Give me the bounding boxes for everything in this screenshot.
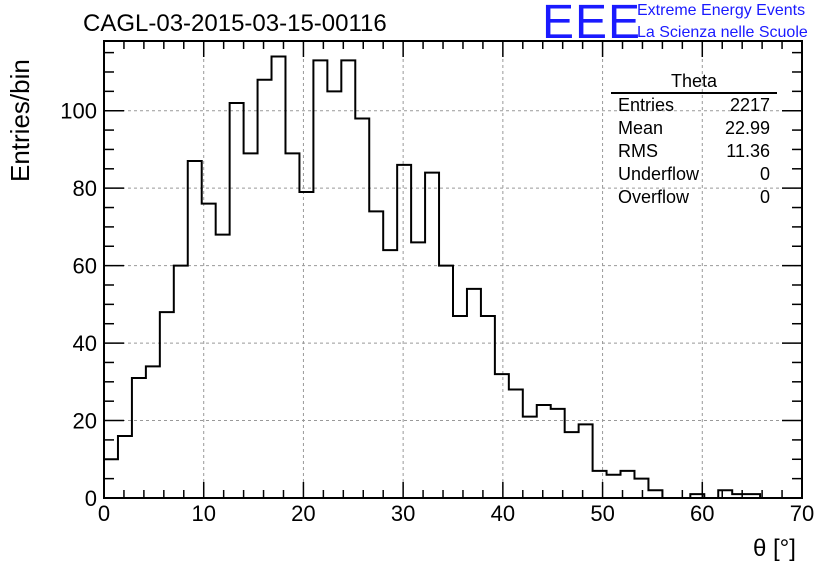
stats-value: 2217	[729, 95, 770, 115]
grid-lines	[104, 41, 802, 498]
stats-row-overflow: Overflow 0	[611, 186, 777, 209]
stats-label: Overflow	[618, 187, 690, 207]
y-axis-label: Entries/bin	[5, 59, 35, 182]
stats-box: Theta Entries 2217 Mean 22.99 RMS 11.36 …	[611, 70, 777, 209]
x-axis-label: θ [°]	[753, 535, 796, 562]
plot-frame	[103, 40, 803, 499]
logo-text-line2: La Scienza nelle Scuole	[637, 24, 808, 41]
y-tick-label: 0	[85, 486, 97, 511]
y-tick-label: 20	[73, 409, 97, 434]
logo-text-line1: Extreme Energy Events	[637, 2, 806, 19]
y-tick-label: 60	[73, 254, 97, 279]
stats-row-rms: RMS 11.36	[611, 140, 777, 163]
stats-row-entries: Entries 2217	[611, 94, 777, 117]
y-tick-label: 100	[60, 99, 97, 124]
x-tick-label: 70	[790, 501, 814, 526]
stats-label: RMS	[618, 141, 658, 161]
eee-logo: EEE	[542, 0, 642, 49]
stats-label: Mean	[618, 118, 664, 138]
stats-value: 0	[759, 164, 770, 184]
stats-value: 22.99	[724, 118, 770, 138]
stats-label: Underflow	[618, 164, 700, 184]
stats-value: 11.36	[726, 141, 770, 161]
stats-label: Entries	[618, 95, 675, 115]
stats-row-mean: Mean 22.99	[611, 117, 777, 140]
stats-title: Theta	[611, 70, 777, 94]
y-tick-label: 40	[73, 331, 97, 356]
chart-title: CAGL-03-2015-03-15-00116	[83, 10, 387, 37]
x-tick-label: 40	[491, 501, 515, 526]
x-tick-label: 10	[191, 501, 215, 526]
y-tick-labels: 0 20 40 60 80 100	[60, 99, 97, 511]
x-tick-label: 0	[98, 501, 110, 526]
stats-row-underflow: Underflow 0	[611, 163, 777, 186]
axis-ticks	[103, 41, 803, 499]
y-tick-label: 80	[73, 176, 97, 201]
x-tick-labels: 0 10 20 30 40 50 60 70	[98, 501, 814, 526]
x-tick-label: 50	[590, 501, 614, 526]
x-tick-label: 20	[291, 501, 315, 526]
stats-value: 0	[759, 187, 770, 207]
x-tick-label: 60	[690, 501, 714, 526]
x-tick-label: 30	[391, 501, 415, 526]
